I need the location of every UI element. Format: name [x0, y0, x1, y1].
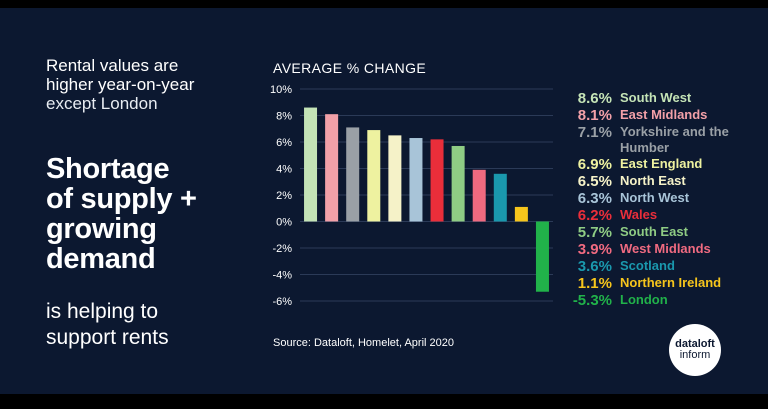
legend-item: 3.9% West Midlands — [560, 241, 760, 258]
bar-east-england — [367, 130, 381, 222]
bar-north-west — [409, 138, 423, 222]
intro-line-2: higher year-on-year — [46, 75, 195, 94]
bar-yorkshire-and-the-humber — [346, 127, 360, 222]
legend-label: North West — [620, 190, 690, 205]
legend-label: South East — [620, 224, 688, 239]
legend-item: 8.6% South West — [560, 90, 760, 107]
legend-item: 6.9% East England — [560, 156, 760, 173]
bar-chart: 10% 8% 6% 4% 2% 0% -2% -4% -6% — [270, 84, 553, 308]
bar-east-midlands — [325, 114, 339, 222]
y-tick-label: 10% — [270, 84, 292, 96]
legend-label: Northern Ireland — [620, 275, 722, 290]
intro-line-1: Rental values are — [46, 56, 179, 75]
y-tick-label: 8% — [276, 111, 292, 123]
legend-value: 6.2% — [577, 207, 612, 224]
intro-text: Rental values are higher year-on-year ex… — [46, 56, 246, 113]
legend-label: East Midlands — [620, 107, 708, 122]
legend-label: North East — [620, 173, 686, 188]
legend-value: 6.9% — [577, 156, 612, 173]
y-tick-label: -4% — [272, 270, 292, 282]
y-tick-label: -2% — [272, 243, 292, 255]
headline-line-3: growing — [46, 213, 157, 245]
subline-line-2: support rents — [46, 326, 169, 349]
legend-item: -5.3% London — [560, 292, 760, 309]
legend-value: 3.6% — [577, 258, 612, 275]
infographic-panel: Rental values are higher year-on-year ex… — [0, 8, 768, 394]
subline: is helping to support rents — [46, 299, 266, 351]
y-tick-label: 4% — [276, 164, 292, 176]
headline: Shortage of supply + growing demand — [46, 154, 261, 274]
legend-item: 8.1% East Midlands — [560, 107, 760, 124]
chart-title: AVERAGE % CHANGE — [273, 60, 427, 76]
dataloft-inform-logo: dataloft inform — [669, 324, 721, 376]
bar-south-west — [304, 107, 318, 222]
legend-value: -5.3% — [572, 292, 612, 309]
legend-value: 5.7% — [577, 224, 612, 241]
headline-line-4: demand — [46, 243, 156, 275]
legend-label: Scotland — [620, 258, 675, 273]
legend-value: 8.1% — [577, 107, 612, 124]
legend-value: 6.5% — [577, 173, 612, 190]
bar-northern-ireland — [514, 206, 528, 222]
bar-london — [535, 221, 549, 292]
legend-label: Wales — [620, 207, 658, 222]
y-tick-label: 2% — [276, 190, 292, 202]
bar-scotland — [493, 173, 507, 222]
legend-item: 5.7% South East — [560, 224, 760, 241]
legend-value: 1.1% — [577, 275, 612, 292]
legend-label: East England — [620, 156, 703, 171]
y-tick-label: 0% — [276, 217, 292, 229]
y-tick-label: 6% — [276, 137, 292, 149]
legend-value: 3.9% — [577, 241, 612, 258]
bar-south-east — [451, 145, 465, 222]
legend-label: Yorkshire and the Humber — [620, 124, 729, 155]
legend-item: 1.1% Northern Ireland — [560, 275, 760, 292]
bar-wales — [430, 139, 444, 222]
headline-line-2: of supply + — [46, 183, 197, 215]
subline-line-1: is helping to — [46, 300, 159, 323]
bar-west-midlands — [472, 169, 486, 222]
legend-item: 6.2% Wales — [560, 207, 760, 224]
legend-label: West Midlands — [620, 241, 711, 256]
legend-value: 8.6% — [577, 90, 612, 107]
source-note: Source: Dataloft, Homelet, April 2020 — [273, 337, 454, 349]
legend-label: London — [620, 292, 668, 307]
bar-north-east — [388, 135, 402, 222]
legend-label: South West — [620, 90, 692, 105]
y-tick-label: -6% — [272, 296, 292, 308]
legend-item: 3.6% Scotland — [560, 258, 760, 275]
intro-line-3: except London — [46, 94, 158, 113]
headline-line-1: Shortage — [46, 153, 170, 185]
logo-line-1: dataloft — [675, 338, 715, 350]
legend-item: 6.5% North East — [560, 173, 760, 190]
legend-value: 7.1% — [577, 124, 612, 141]
legend-item: 7.1% Yorkshire and the Humber — [560, 124, 760, 156]
legend-item: 6.3% North West — [560, 190, 760, 207]
logo-line-2: inform — [679, 349, 711, 361]
legend-value: 6.3% — [577, 190, 612, 207]
